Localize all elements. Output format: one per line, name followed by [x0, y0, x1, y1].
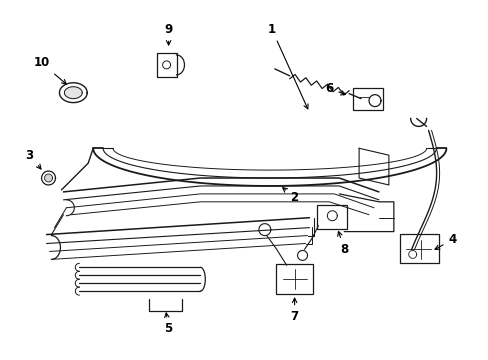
Text: 6: 6 [325, 82, 345, 95]
Text: 8: 8 [337, 231, 347, 256]
Text: 4: 4 [434, 233, 456, 249]
Text: 2: 2 [282, 188, 298, 204]
Text: 3: 3 [25, 149, 41, 169]
Text: 1: 1 [267, 23, 307, 109]
Text: 5: 5 [164, 313, 172, 336]
Polygon shape [64, 87, 82, 99]
FancyBboxPatch shape [352, 88, 382, 109]
Polygon shape [44, 174, 52, 182]
FancyBboxPatch shape [399, 234, 439, 264]
FancyBboxPatch shape [275, 264, 313, 294]
FancyBboxPatch shape [317, 205, 346, 229]
Text: 9: 9 [164, 23, 172, 45]
Text: 7: 7 [290, 298, 298, 323]
Text: 10: 10 [33, 57, 66, 84]
